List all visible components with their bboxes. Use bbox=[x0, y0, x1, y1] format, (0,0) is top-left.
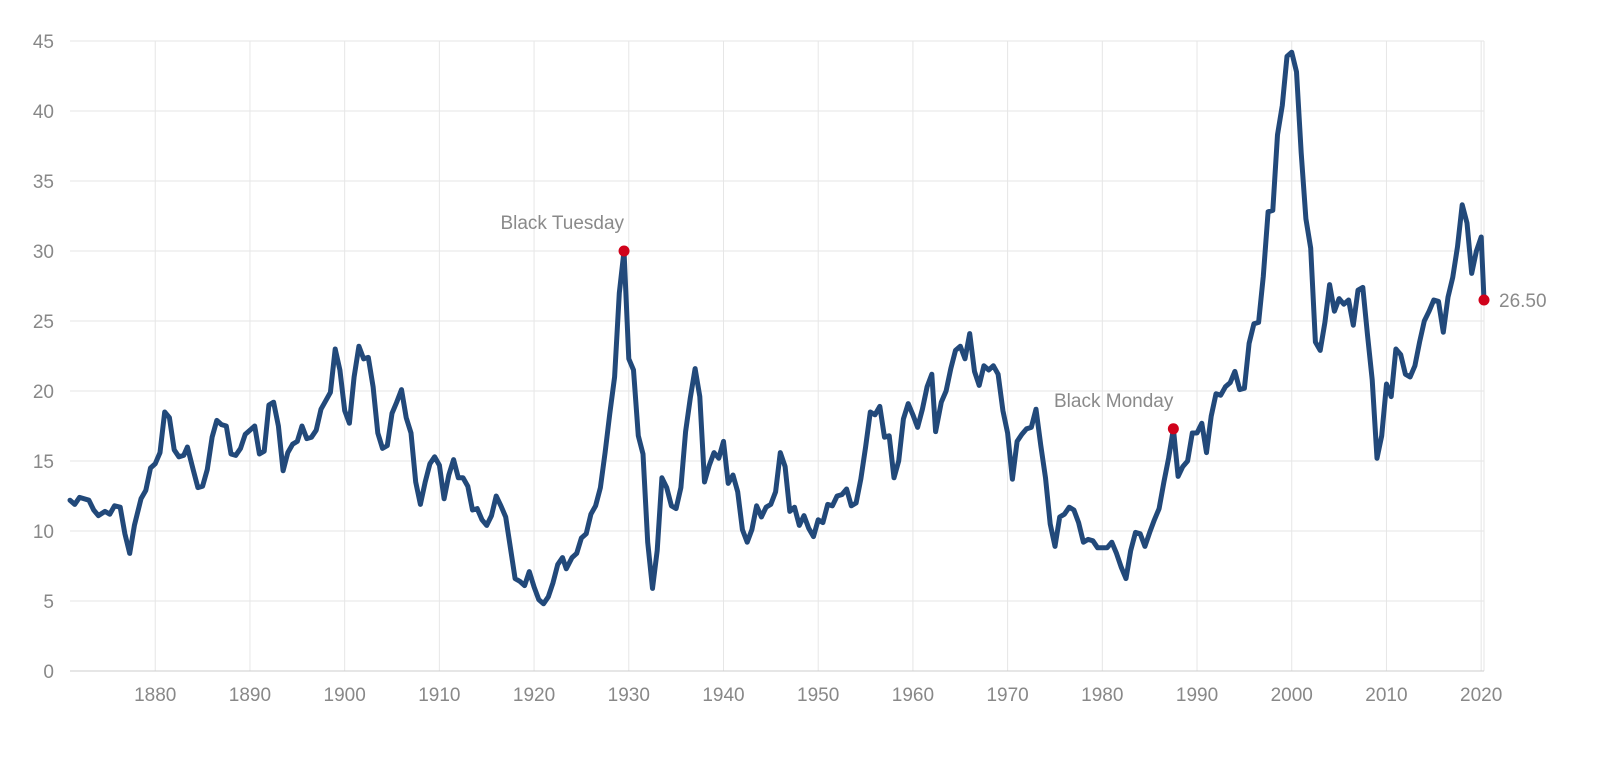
y-axis-tick-labels: 0 5 10 15 20 25 30 35 40 45 bbox=[33, 32, 54, 683]
annotations: Black Tuesday Black Monday 26.50 bbox=[500, 213, 1547, 435]
annotation-marker-0[interactable] bbox=[618, 245, 630, 257]
x-tick-label-1990: 1990 bbox=[1176, 685, 1218, 706]
pe-ratio-line[interactable] bbox=[67, 49, 1487, 607]
x-tick-label-1910: 1910 bbox=[418, 685, 460, 706]
y-tick-label-0: 0 bbox=[43, 662, 54, 683]
annotation-marker-2[interactable] bbox=[1478, 294, 1490, 306]
annotation-label-2: 26.50 bbox=[1499, 291, 1547, 312]
x-tick-label-1980: 1980 bbox=[1081, 685, 1123, 706]
annotation-marker-1[interactable] bbox=[1167, 423, 1179, 435]
x-tick-label-2020: 2020 bbox=[1460, 685, 1502, 706]
y-tick-label-40: 40 bbox=[33, 102, 54, 123]
x-tick-label-1890: 1890 bbox=[229, 685, 271, 706]
x-tick-label-1960: 1960 bbox=[892, 685, 934, 706]
x-axis-tick-labels: 1880 1890 1900 1910 1920 1930 1940 1950 1960 1970… bbox=[134, 685, 1502, 706]
annotation-label-1: Black Monday bbox=[1054, 391, 1174, 412]
x-tick-label-1940: 1940 bbox=[702, 685, 744, 706]
y-tick-label-10: 10 bbox=[33, 522, 54, 543]
x-tick-label-2000: 2000 bbox=[1271, 685, 1313, 706]
y-tick-label-15: 15 bbox=[33, 452, 54, 473]
x-tick-label-1920: 1920 bbox=[513, 685, 555, 706]
y-tick-label-20: 20 bbox=[33, 382, 54, 403]
x-tick-label-1900: 1900 bbox=[324, 685, 366, 706]
y-tick-label-45: 45 bbox=[33, 32, 54, 53]
x-tick-label-1930: 1930 bbox=[608, 685, 650, 706]
y-tick-label-25: 25 bbox=[33, 312, 54, 333]
annotation-label-0: Black Tuesday bbox=[500, 213, 624, 234]
y-tick-label-35: 35 bbox=[33, 172, 54, 193]
y-gridlines bbox=[70, 40, 1484, 602]
x-gridlines bbox=[154, 41, 1485, 671]
y-tick-label-30: 30 bbox=[33, 242, 54, 263]
x-tick-label-1880: 1880 bbox=[134, 685, 176, 706]
x-tick-label-1970: 1970 bbox=[986, 685, 1028, 706]
x-tick-label-1950: 1950 bbox=[797, 685, 839, 706]
x-tick-label-2010: 2010 bbox=[1365, 685, 1407, 706]
y-tick-label-5: 5 bbox=[43, 592, 54, 613]
